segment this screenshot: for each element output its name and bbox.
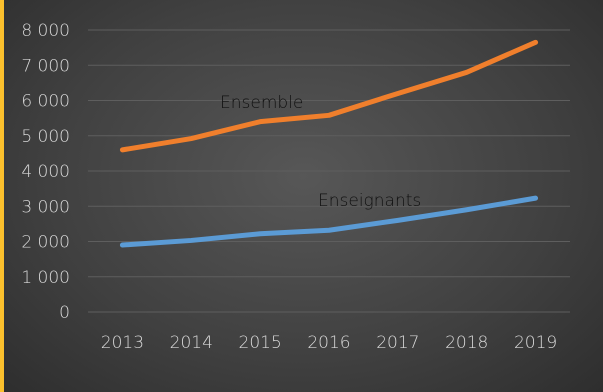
- series-lines: [119, 39, 539, 248]
- x-tick-label: 2013: [101, 333, 144, 353]
- x-tick-label: 2015: [239, 333, 282, 353]
- y-tick-label: 1 000: [21, 268, 70, 288]
- series-label-enseignants: Enseignants: [318, 191, 421, 211]
- y-tick-label: 8 000: [21, 21, 70, 41]
- x-tick-label: 2018: [445, 333, 488, 353]
- y-tick-label: 3 000: [21, 197, 70, 217]
- x-tick-label: 2017: [376, 333, 419, 353]
- y-tick-label: 4 000: [21, 162, 70, 182]
- x-tick-label: 2014: [170, 333, 213, 353]
- y-tick-label: 6 000: [21, 92, 70, 112]
- x-tick-label: 2019: [514, 333, 557, 353]
- series-line-enseignants: [119, 195, 539, 248]
- x-tick-label: 2016: [307, 333, 350, 353]
- y-axis-ticks: 0 1 000 2 000 3 000 4 000 5 000 6 000 7 000 8 00…: [21, 21, 70, 323]
- x-axis-ticks: 2013 2014 2015 2016 2017 2018 2019: [101, 333, 557, 353]
- y-tick-label: 0: [59, 303, 70, 323]
- y-tick-label: 5 000: [21, 127, 70, 147]
- series-label-ensemble: Ensemble: [220, 93, 303, 113]
- gridlines: [88, 29, 570, 313]
- y-tick-label: 2 000: [21, 233, 70, 253]
- series-line-ensemble: [119, 39, 539, 153]
- y-tick-label: 7 000: [21, 56, 70, 76]
